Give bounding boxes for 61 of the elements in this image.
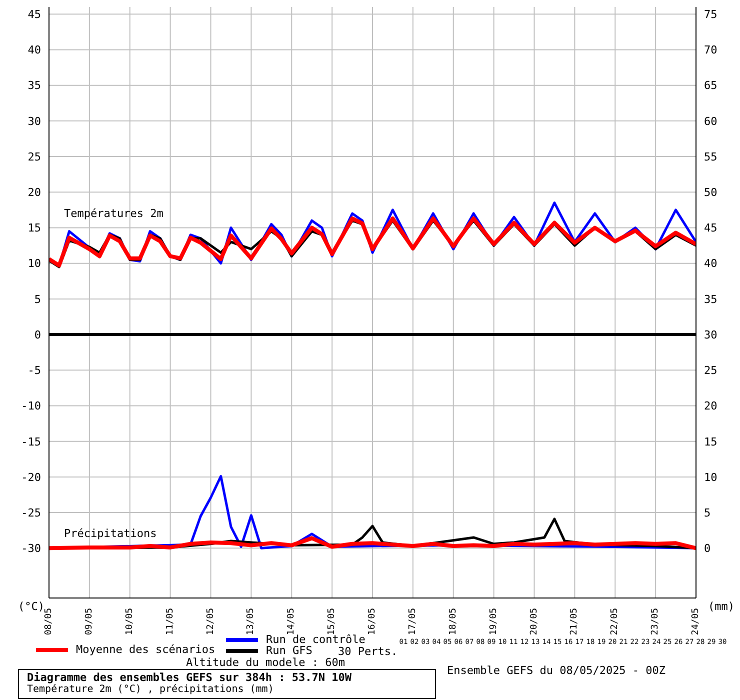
y-tick-label: -10 [21,400,41,413]
x-tick-label: 23/05 [650,608,661,636]
legend-label: Run de contrôle [266,633,366,646]
x-tick-label: 12/05 [206,608,216,636]
y-tick-label: 35 [28,79,41,92]
y2-tick-label: 5 [704,506,711,520]
x-tick-label: 10/05 [124,608,135,636]
text: Diagramme des ensembles GEFS sur 384h : 53.7N 10W [27,671,353,684]
y-tick-label: -15 [21,435,41,448]
x-tick-label: 13/05 [246,608,256,636]
y2-tick-label: 40 [704,257,718,270]
y2-tick-label: 45 [704,222,718,235]
y2-tick-label: 55 [704,150,718,164]
y2-tick-label: 15 [704,435,718,448]
y-tick-label: 20 [28,186,41,200]
y2-tick-label: 75 [704,8,718,22]
y2-axis-title: (mm) [708,600,734,613]
x-tick-label: 17/05 [408,608,418,636]
y2-tick-label: 70 [704,44,718,57]
y-tick-label: -25 [21,506,41,520]
annotation: Températures 2m [64,207,164,220]
y2-tick-label: 60 [704,114,718,128]
y2-tick-label: 35 [704,292,718,306]
y2-tick-label: 20 [704,400,718,413]
x-tick-label: 18/05 [448,608,458,636]
x-tick-label: 20/05 [529,608,540,636]
y2-tick-label: 30 [704,328,718,342]
y-axis-title: (°C) [18,600,44,613]
y-tick-label: 15 [28,222,41,235]
y-tick-label: 40 [28,44,41,57]
y-tick-label: 30 [28,114,41,128]
y-tick-label: 5 [34,292,41,306]
x-tick-label: 15/05 [327,608,338,636]
x-tick-label: 19/05 [488,608,499,636]
y-tick-label: 25 [28,150,41,164]
y-tick-label: -20 [21,470,41,484]
x-tick-label: 08/05 [44,608,54,636]
annotation: Précipitations [64,527,157,540]
y-tick-label: -5 [28,364,41,378]
y2-tick-label: 0 [704,542,711,556]
x-tick-label: 11/05 [165,608,176,636]
text: 30 Perts. [338,645,398,658]
x-tick-label: 21/05 [570,608,580,636]
text: Ensemble GEFS du 08/05/2025 - 00Z [447,664,666,677]
y-tick-label: 10 [28,257,41,270]
x-tick-label: 14/05 [286,608,297,636]
x-tick-label: 24/05 [691,608,701,636]
y-tick-label: 0 [34,328,41,342]
y-tick-label: -30 [21,542,41,556]
text: Altitude du modele : 60m [186,656,345,669]
text: Température 2m (°C) , précipitations (mm) [27,684,275,695]
legend-label: Run GFS [265,644,312,657]
y2-tick-label: 65 [704,79,718,92]
y-tick-label: 45 [28,8,41,22]
y2-tick-label: 25 [704,364,718,378]
x-tick-label: 16/05 [368,608,378,636]
x-tick-label: 22/05 [610,608,620,636]
y2-tick-label: 10 [704,470,718,484]
y2-tick-label: 50 [704,186,718,200]
legend-label: Moyenne des scénarios [75,643,216,656]
x-tick-label: 09/05 [84,608,94,636]
